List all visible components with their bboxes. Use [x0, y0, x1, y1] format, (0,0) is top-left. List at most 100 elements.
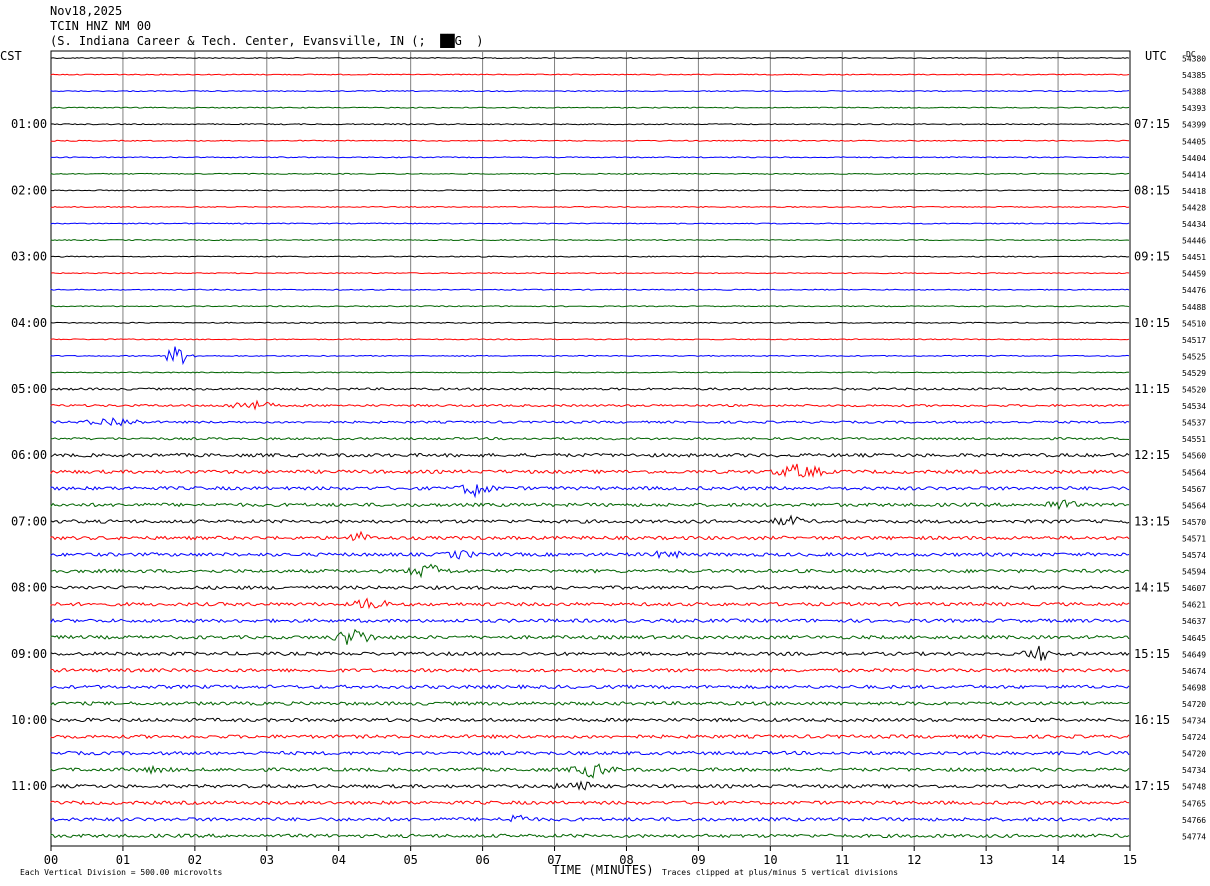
trace-line — [50, 833, 1130, 839]
dc-offset-label: 54765 — [1182, 799, 1206, 808]
dc-offset-label: 54570 — [1182, 518, 1206, 527]
dc-offset-label: 54734 — [1182, 766, 1206, 775]
dc-offset-label: 54574 — [1182, 551, 1206, 560]
left-hour-label: 09:00 — [11, 647, 47, 661]
trace-line — [50, 452, 1130, 458]
trace-line — [50, 700, 1130, 707]
trace-line — [50, 549, 1130, 560]
dc-offset-label: 54451 — [1182, 253, 1206, 262]
trace-line — [50, 563, 1130, 579]
x-tick-label: 09 — [691, 853, 705, 867]
trace-line — [50, 338, 1130, 341]
dc-offset-label: 54734 — [1182, 717, 1206, 726]
trace-line — [50, 645, 1130, 661]
x-tick-label: 14 — [1051, 853, 1065, 867]
dc-offset-label: 54748 — [1182, 783, 1206, 792]
dc-offset-label: 54698 — [1182, 683, 1206, 692]
dc-label: DC — [1186, 50, 1196, 59]
trace-line — [50, 717, 1130, 723]
right-hour-label: 12:15 — [1134, 448, 1170, 462]
dc-offset-label: 54459 — [1182, 270, 1206, 279]
dc-offset-label: 54404 — [1182, 154, 1206, 163]
trace-line — [50, 189, 1130, 192]
trace-line — [50, 800, 1130, 806]
right-hour-label: 15:15 — [1134, 647, 1170, 661]
dc-offset-label: 54724 — [1182, 733, 1206, 742]
left-hour-label: 10:00 — [11, 713, 47, 727]
trace-line — [50, 106, 1130, 109]
left-hour-label: 04:00 — [11, 316, 47, 330]
trace-line — [50, 667, 1130, 673]
dc-offset-label: 54564 — [1182, 501, 1206, 510]
right-hour-label: 08:15 — [1134, 183, 1170, 197]
trace-line — [50, 239, 1130, 242]
x-tick-label: 15 — [1123, 853, 1137, 867]
right-timezone-label: UTC — [1145, 49, 1167, 63]
trace-line — [50, 514, 1130, 526]
footer-right-note: Traces clipped at plus/minus 5 vertical … — [662, 868, 898, 877]
trace-line — [50, 123, 1130, 126]
dc-offset-label: 54405 — [1182, 137, 1206, 146]
trace-line — [50, 321, 1130, 324]
trace-line — [50, 684, 1130, 690]
x-tick-label: 12 — [907, 853, 921, 867]
right-hour-label: 07:15 — [1134, 117, 1170, 131]
trace-line — [50, 763, 1130, 779]
trace-line — [50, 499, 1130, 511]
x-tick-label: 10 — [763, 853, 777, 867]
dc-offset-label: 54525 — [1182, 352, 1206, 361]
plot-frame — [50, 50, 1131, 847]
trace-line — [50, 139, 1130, 142]
dc-offset-label: 54649 — [1182, 650, 1206, 659]
trace-line — [50, 436, 1130, 441]
dc-offset-label: 54551 — [1182, 435, 1206, 444]
trace-line — [50, 750, 1130, 756]
dc-offset-label: 54488 — [1182, 303, 1206, 312]
left-hour-label: 03:00 — [11, 250, 47, 264]
dc-offset-label: 54645 — [1182, 634, 1206, 643]
x-tick-label: 11 — [835, 853, 849, 867]
x-tick-label: 02 — [188, 853, 202, 867]
dc-offset-label: 54766 — [1182, 816, 1206, 825]
trace-line — [50, 628, 1130, 645]
dc-offset-label: 54537 — [1182, 419, 1206, 428]
trace-line — [50, 90, 1130, 93]
header-station: TCIN HNZ NM 00 — [50, 19, 152, 33]
x-tick-label: 03 — [260, 853, 274, 867]
dc-offset-label: 54607 — [1182, 584, 1206, 593]
dc-offset-label: 54446 — [1182, 237, 1206, 246]
trace-line — [50, 399, 1129, 411]
trace-line — [50, 222, 1130, 225]
trace-line — [50, 346, 1130, 366]
dc-offset-label: 54560 — [1182, 452, 1206, 461]
left-hour-label: 06:00 — [11, 448, 47, 462]
trace-line — [50, 387, 1130, 391]
dc-offset-label: 54388 — [1182, 88, 1206, 97]
right-hour-label: 13:15 — [1134, 514, 1170, 528]
x-tick-label: 08 — [619, 853, 633, 867]
dc-offset-label: 54529 — [1182, 369, 1206, 378]
dc-offset-label: 54571 — [1182, 534, 1206, 543]
trace-line — [50, 305, 1130, 308]
trace-line — [50, 463, 1130, 479]
trace-line — [50, 205, 1130, 208]
dc-offset-label: 54418 — [1182, 187, 1206, 196]
right-hour-label: 14:15 — [1134, 581, 1170, 595]
dc-offset-label: 54621 — [1182, 601, 1206, 610]
x-tick-label: 05 — [403, 853, 417, 867]
x-tick-label: 00 — [44, 853, 58, 867]
dc-offset-label: 54534 — [1182, 402, 1206, 411]
left-hour-label: 07:00 — [11, 514, 47, 528]
dc-offset-label: 54594 — [1182, 568, 1206, 577]
dc-offset-label: 54520 — [1182, 386, 1206, 395]
dc-offset-label: 54428 — [1182, 203, 1206, 212]
trace-line — [50, 255, 1130, 258]
x-tick-label: 13 — [979, 853, 993, 867]
dc-offset-label: 54517 — [1182, 336, 1206, 345]
trace-line — [50, 484, 1130, 499]
header-location: (S. Indiana Career & Tech. Center, Evans… — [50, 34, 484, 48]
x-tick-label: 01 — [116, 853, 130, 867]
x-tick-label: 04 — [332, 853, 346, 867]
right-hour-label: 11:15 — [1134, 382, 1170, 396]
